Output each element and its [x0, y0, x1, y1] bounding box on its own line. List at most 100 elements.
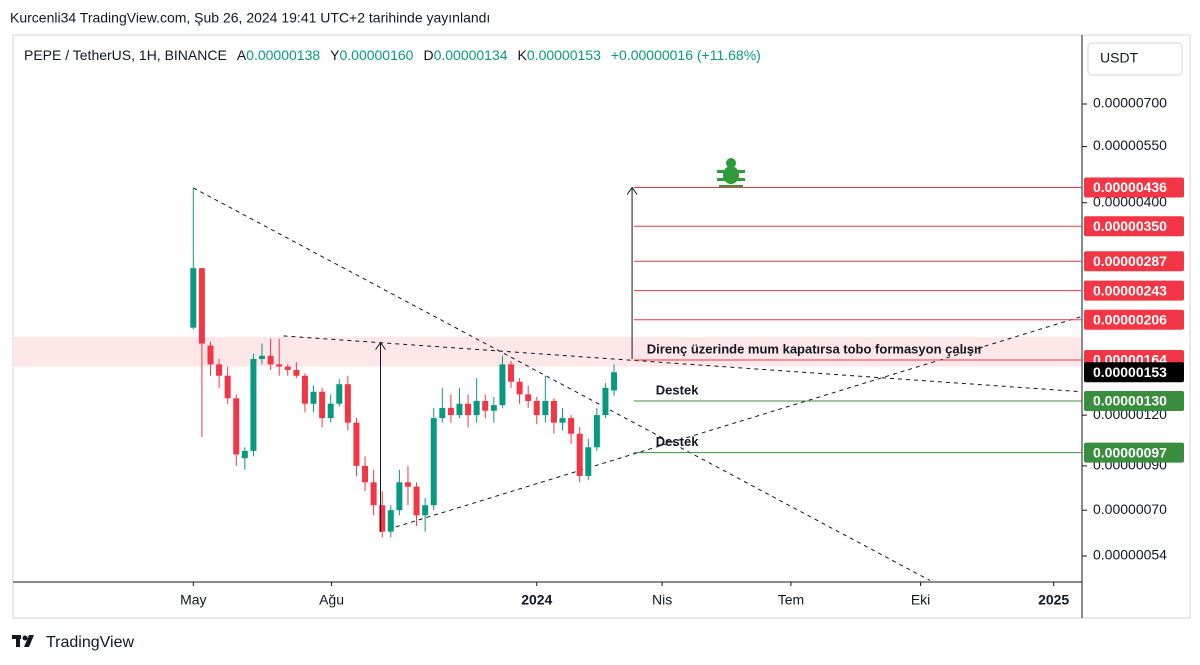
trendline	[283, 335, 1083, 393]
level-label: 0.00000350	[1093, 218, 1167, 234]
trendline	[380, 315, 1083, 533]
ohlc-key: K	[517, 47, 527, 63]
level-label-box	[1084, 391, 1184, 412]
candle-body	[593, 415, 600, 448]
symbol: PEPE / TetherUS, 1H, BINANCE	[24, 47, 227, 63]
frame	[12, 34, 1191, 619]
trendline	[193, 187, 931, 581]
candle-body	[379, 505, 386, 532]
candle-body	[550, 401, 557, 423]
candle-body	[447, 407, 454, 416]
resistance-zone	[14, 336, 1082, 367]
candle-body	[422, 505, 429, 516]
candle-body	[439, 407, 446, 419]
ohlc-value: 0.00000134	[433, 47, 508, 63]
currency-box[interactable]	[1087, 42, 1183, 76]
logo	[12, 635, 34, 647]
y-tick-label: 0.00000070	[1093, 501, 1167, 517]
candle-body	[224, 375, 231, 399]
candle-body	[319, 391, 326, 419]
arrow-head	[375, 341, 386, 350]
candle-body	[576, 433, 583, 476]
level-label-box	[1084, 251, 1184, 272]
ohlc-key: D	[423, 47, 434, 63]
level-label-box	[1084, 177, 1184, 198]
candle-body	[568, 418, 575, 434]
level-label-box	[1084, 309, 1184, 330]
candle-body	[336, 384, 343, 404]
candle-body	[585, 447, 592, 476]
level-label: 0.00000130	[1093, 393, 1167, 409]
candle-body	[233, 398, 240, 455]
candle-body	[250, 358, 257, 451]
footer-brand: TradingView	[46, 634, 134, 651]
candle-body	[207, 345, 214, 365]
candle-body	[396, 482, 403, 511]
candle-body	[353, 422, 360, 466]
x-tick-label: May	[180, 592, 206, 608]
candle-body	[301, 375, 308, 404]
candle-body	[430, 418, 437, 506]
candle-body	[559, 418, 566, 423]
level-label-box	[1084, 442, 1184, 463]
x-tick-label: Eki	[911, 592, 930, 608]
candle-body	[508, 364, 515, 382]
candle-body	[293, 369, 300, 376]
level-label: 0.00000206	[1093, 311, 1167, 327]
level-label: 0.00000097	[1093, 444, 1167, 460]
ohlc-key: A	[236, 47, 247, 63]
ohlc-value: 0.00000160	[339, 47, 414, 63]
ohlc-value: 0.00000153	[526, 47, 601, 63]
candle-body	[259, 355, 266, 359]
level-label: 0.00000287	[1093, 253, 1167, 269]
candle-body	[404, 482, 411, 487]
candle-body	[516, 381, 523, 395]
level-label-box	[1084, 362, 1184, 383]
x-tick-label: 2025	[1038, 592, 1069, 608]
candle-body	[310, 391, 317, 404]
plot	[14, 336, 1082, 367]
candle-body	[327, 403, 334, 419]
candle-body	[413, 486, 420, 516]
candle-body	[344, 384, 351, 423]
annotation: Destek	[656, 382, 699, 397]
candle-body	[190, 268, 197, 328]
header-title: Kurcenli34 TradingView.com, Şub 26, 2024…	[10, 10, 490, 26]
bug-icon	[717, 158, 745, 188]
level-label-box	[1084, 280, 1184, 301]
candle-body	[362, 465, 369, 483]
candle-body	[198, 268, 205, 344]
change: +0.00000016 (+11.68%)	[610, 47, 761, 63]
x-tick-label: Nis	[652, 592, 672, 608]
arrow-head	[626, 186, 638, 195]
y-tick-label: 0.00000550	[1093, 137, 1167, 153]
currency: USDT	[1100, 50, 1139, 66]
level-label: 0.00000243	[1093, 282, 1167, 298]
level-label-box	[1084, 216, 1184, 237]
ohlc-key: Y	[330, 47, 340, 63]
candle-body	[465, 403, 472, 416]
candle-body	[542, 401, 549, 416]
level-label: 0.00000153	[1093, 364, 1167, 380]
candle-body	[267, 355, 274, 365]
x-tick-label: Tem	[778, 592, 804, 608]
candle-body	[533, 401, 540, 416]
candle-body	[490, 405, 497, 411]
y-tick-label: 0.00000054	[1093, 547, 1167, 563]
annotation: Direnç üzerinde mum kapatırsa tobo forma…	[647, 341, 983, 356]
candle-body	[387, 510, 394, 532]
candle-body	[482, 401, 489, 411]
candle-body	[611, 372, 618, 391]
level-label: 0.00000436	[1093, 179, 1167, 195]
candle-body	[473, 401, 480, 416]
candle-body	[216, 364, 223, 376]
candle-body	[284, 366, 291, 370]
legend: PEPE / TetherUS, 1H, BINANCE A 0.00000138 Y…	[24, 47, 761, 63]
y-tick-label: 0.00000700	[1093, 95, 1167, 111]
candle-body	[499, 364, 506, 406]
ohlc-value: 0.00000138	[246, 47, 321, 63]
annotation: Destek	[656, 434, 699, 449]
candle-body	[456, 403, 463, 416]
